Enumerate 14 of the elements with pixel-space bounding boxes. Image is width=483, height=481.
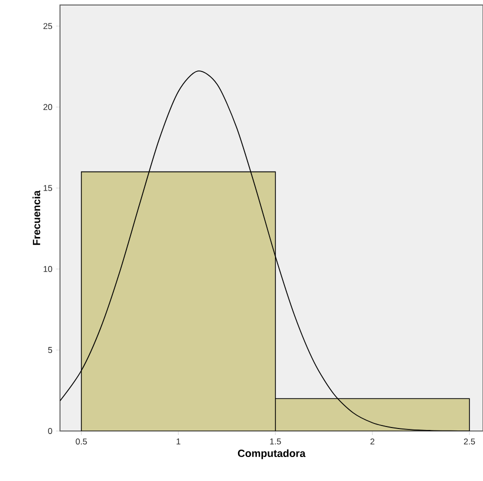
x-tick-label: 1.5 <box>270 438 281 444</box>
y-tick-label: 15 <box>44 185 52 191</box>
y-tick-label: 25 <box>43 23 52 30</box>
y-tick-label: 0 <box>48 428 52 434</box>
x-tick-label: 2 <box>370 438 374 444</box>
y-axis-title: Frecuencia <box>32 190 40 245</box>
x-axis-title: Computadora <box>238 449 306 460</box>
x-tick-label: 2.5 <box>464 438 475 445</box>
y-tick-label: 5 <box>48 347 52 353</box>
y-tick-label: 10 <box>44 266 52 272</box>
x-tick-label: 0.5 <box>76 438 87 445</box>
y-tick-label: 20 <box>43 104 52 110</box>
line-series <box>60 70 470 431</box>
x-tick-label: 1 <box>176 438 180 444</box>
